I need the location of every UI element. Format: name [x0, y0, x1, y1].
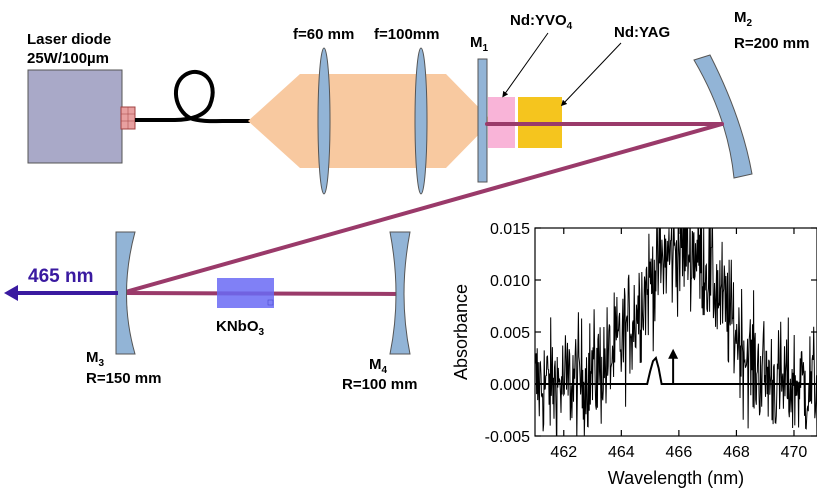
x-tick-label: 464	[608, 444, 635, 461]
y-axis-title: Absorbance	[451, 284, 471, 380]
lens1-focal-label: f=60 mm	[293, 26, 354, 43]
m3-radius-label: R=150 mm	[86, 370, 161, 387]
output-arrow	[4, 285, 118, 301]
knbo3-crystal-edge	[267, 299, 274, 306]
ndyvo4-pointer	[502, 32, 549, 98]
y-tick-label: 0.000	[490, 377, 530, 394]
x-tick-label: 470	[781, 444, 808, 461]
m4-label: M4	[369, 356, 388, 376]
y-axis: -0.005 0.000 0.005 0.010 0.015	[485, 221, 817, 446]
plot-series	[535, 228, 817, 436]
x-tick-label: 468	[723, 444, 750, 461]
laser-diode-box	[27, 69, 123, 164]
fiber-connector-grid	[121, 107, 135, 129]
m1-label: M1	[470, 34, 489, 54]
mirror-m1	[477, 58, 488, 183]
m4-radius-label: R=100 mm	[342, 376, 417, 393]
lens-f60	[317, 47, 331, 195]
ndyvo4-label: Nd:YVO4	[510, 12, 573, 32]
plot-annotations	[668, 348, 679, 384]
annotation-arrow-head	[668, 348, 679, 359]
m3-label: M3	[86, 349, 105, 369]
ndyag-pointer	[560, 42, 622, 107]
m2-radius-label: R=200 mm	[734, 35, 809, 52]
y-tick-label: 0.005	[490, 325, 530, 342]
pump-beam	[248, 74, 492, 168]
laser-line-series	[535, 356, 817, 385]
lens2-focal-label: f=100mm	[374, 26, 439, 43]
lens-f100	[414, 47, 428, 195]
y-tick-label: 0.010	[490, 273, 530, 290]
x-tick-label: 462	[550, 444, 577, 461]
ndyag-label: Nd:YAG	[614, 24, 670, 41]
m2-label: M2	[734, 9, 753, 29]
output-wavelength-label: 465 nm	[28, 266, 93, 287]
absorption-series-line	[535, 228, 817, 436]
laser-diode-spec-label: 25W/100µm	[27, 50, 109, 67]
laser-diode-label: Laser diode	[27, 31, 111, 48]
knbo3-crystal	[217, 278, 274, 308]
mirror-m3	[115, 231, 136, 355]
knbo3-label: KNbO3	[216, 318, 265, 338]
x-axis: 462 464 466 468 470	[550, 228, 807, 461]
mirror-m2	[693, 54, 753, 179]
mirror-m4	[389, 231, 411, 355]
y-tick-label: -0.005	[485, 429, 530, 446]
y-tick-label: 0.015	[490, 221, 530, 238]
optical-fiber	[135, 69, 250, 124]
x-axis-title: Wavelength (nm)	[608, 468, 744, 488]
x-tick-label: 466	[666, 444, 693, 461]
